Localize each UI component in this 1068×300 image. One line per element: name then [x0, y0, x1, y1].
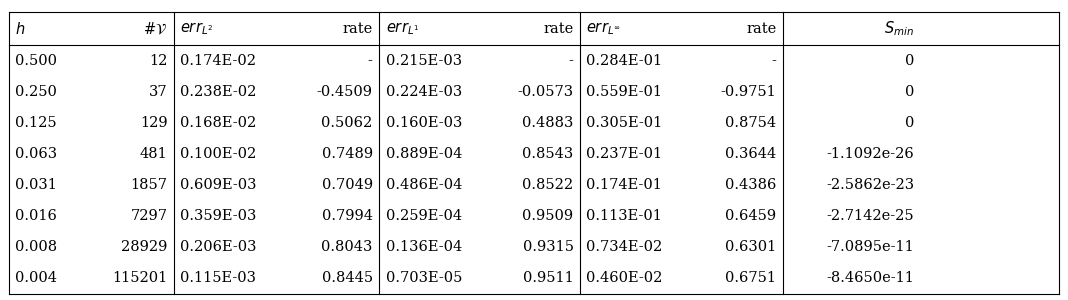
- Text: -7.0895e-11: -7.0895e-11: [827, 240, 914, 254]
- Text: 0.9315: 0.9315: [522, 240, 574, 254]
- Text: 0.4386: 0.4386: [725, 178, 776, 192]
- Text: -1.1092e-26: -1.1092e-26: [827, 147, 914, 161]
- Text: 0.224E-03: 0.224E-03: [386, 85, 461, 99]
- Text: -8.4650e-11: -8.4650e-11: [827, 272, 914, 286]
- Text: $err_{L^1}$: $err_{L^1}$: [386, 20, 419, 37]
- Text: 0.259E-04: 0.259E-04: [386, 209, 461, 223]
- Text: 0.113E-01: 0.113E-01: [586, 209, 662, 223]
- Text: 0.100E-02: 0.100E-02: [180, 147, 256, 161]
- Text: 0.4883: 0.4883: [522, 116, 574, 130]
- Text: 0.031: 0.031: [15, 178, 57, 192]
- Text: 0.500: 0.500: [15, 54, 57, 68]
- Text: $err_{L^2}$: $err_{L^2}$: [180, 20, 214, 37]
- Text: -0.4509: -0.4509: [317, 85, 373, 99]
- Text: 0: 0: [905, 85, 914, 99]
- Text: 0.237E-01: 0.237E-01: [586, 147, 662, 161]
- Text: 0.8543: 0.8543: [522, 147, 574, 161]
- Text: -2.7142e-25: -2.7142e-25: [827, 209, 914, 223]
- Text: 1857: 1857: [130, 178, 168, 192]
- Text: 0.284E-01: 0.284E-01: [586, 54, 662, 68]
- Text: -2.5862e-23: -2.5862e-23: [826, 178, 914, 192]
- Text: 0.8522: 0.8522: [522, 178, 574, 192]
- Text: 0.238E-02: 0.238E-02: [180, 85, 257, 99]
- Text: 0.250: 0.250: [15, 85, 57, 99]
- Text: 0.136E-04: 0.136E-04: [386, 240, 461, 254]
- Text: 0.9509: 0.9509: [522, 209, 574, 223]
- Text: 0.016: 0.016: [15, 209, 57, 223]
- Text: 0.889E-04: 0.889E-04: [386, 147, 462, 161]
- Text: 12: 12: [150, 54, 168, 68]
- Text: 0.609E-03: 0.609E-03: [180, 178, 257, 192]
- Text: -0.9751: -0.9751: [721, 85, 776, 99]
- Text: 0.5062: 0.5062: [321, 116, 373, 130]
- Text: 0.8043: 0.8043: [321, 240, 373, 254]
- Text: 481: 481: [140, 147, 168, 161]
- Text: rate: rate: [544, 22, 574, 36]
- Text: rate: rate: [343, 22, 373, 36]
- Text: 0.559E-01: 0.559E-01: [586, 85, 662, 99]
- Text: 0.7994: 0.7994: [321, 209, 373, 223]
- Text: 7297: 7297: [130, 209, 168, 223]
- Text: 129: 129: [140, 116, 168, 130]
- Text: -: -: [771, 54, 776, 68]
- Text: 0.734E-02: 0.734E-02: [586, 240, 662, 254]
- Text: 0.305E-01: 0.305E-01: [586, 116, 662, 130]
- Text: 0.174E-01: 0.174E-01: [586, 178, 662, 192]
- Text: 0.8754: 0.8754: [725, 116, 776, 130]
- Text: 0: 0: [905, 116, 914, 130]
- Text: 0.004: 0.004: [15, 272, 57, 286]
- Text: 115201: 115201: [112, 272, 168, 286]
- Text: 0.160E-03: 0.160E-03: [386, 116, 462, 130]
- Text: 0: 0: [905, 54, 914, 68]
- Text: 0.125: 0.125: [15, 116, 57, 130]
- Text: 0.7049: 0.7049: [321, 178, 373, 192]
- Text: 0.063: 0.063: [15, 147, 57, 161]
- Text: 0.486E-04: 0.486E-04: [386, 178, 462, 192]
- Text: 0.6459: 0.6459: [725, 209, 776, 223]
- Text: $h$: $h$: [15, 21, 26, 37]
- Text: 37: 37: [150, 85, 168, 99]
- Text: -: -: [568, 54, 574, 68]
- Text: 0.6751: 0.6751: [725, 272, 776, 286]
- Text: 0.215E-03: 0.215E-03: [386, 54, 461, 68]
- Text: 0.206E-03: 0.206E-03: [180, 240, 257, 254]
- Text: 0.115E-03: 0.115E-03: [180, 272, 256, 286]
- Text: $err_{L^\infty}$: $err_{L^\infty}$: [586, 20, 622, 37]
- Text: 28929: 28929: [122, 240, 168, 254]
- Text: $\#\mathcal{V}$: $\#\mathcal{V}$: [143, 21, 168, 37]
- Text: 0.7489: 0.7489: [321, 147, 373, 161]
- Text: -: -: [367, 54, 373, 68]
- Text: 0.3644: 0.3644: [725, 147, 776, 161]
- Text: 0.703E-05: 0.703E-05: [386, 272, 462, 286]
- Text: 0.6301: 0.6301: [725, 240, 776, 254]
- Text: 0.460E-02: 0.460E-02: [586, 272, 663, 286]
- Text: 0.8445: 0.8445: [321, 272, 373, 286]
- Text: -0.0573: -0.0573: [517, 85, 574, 99]
- Text: 0.174E-02: 0.174E-02: [180, 54, 256, 68]
- Text: 0.359E-03: 0.359E-03: [180, 209, 257, 223]
- Text: 0.168E-02: 0.168E-02: [180, 116, 256, 130]
- Text: 0.9511: 0.9511: [522, 272, 574, 286]
- Text: $S_{min}$: $S_{min}$: [884, 19, 914, 38]
- Text: 0.008: 0.008: [15, 240, 57, 254]
- Text: rate: rate: [747, 22, 776, 36]
